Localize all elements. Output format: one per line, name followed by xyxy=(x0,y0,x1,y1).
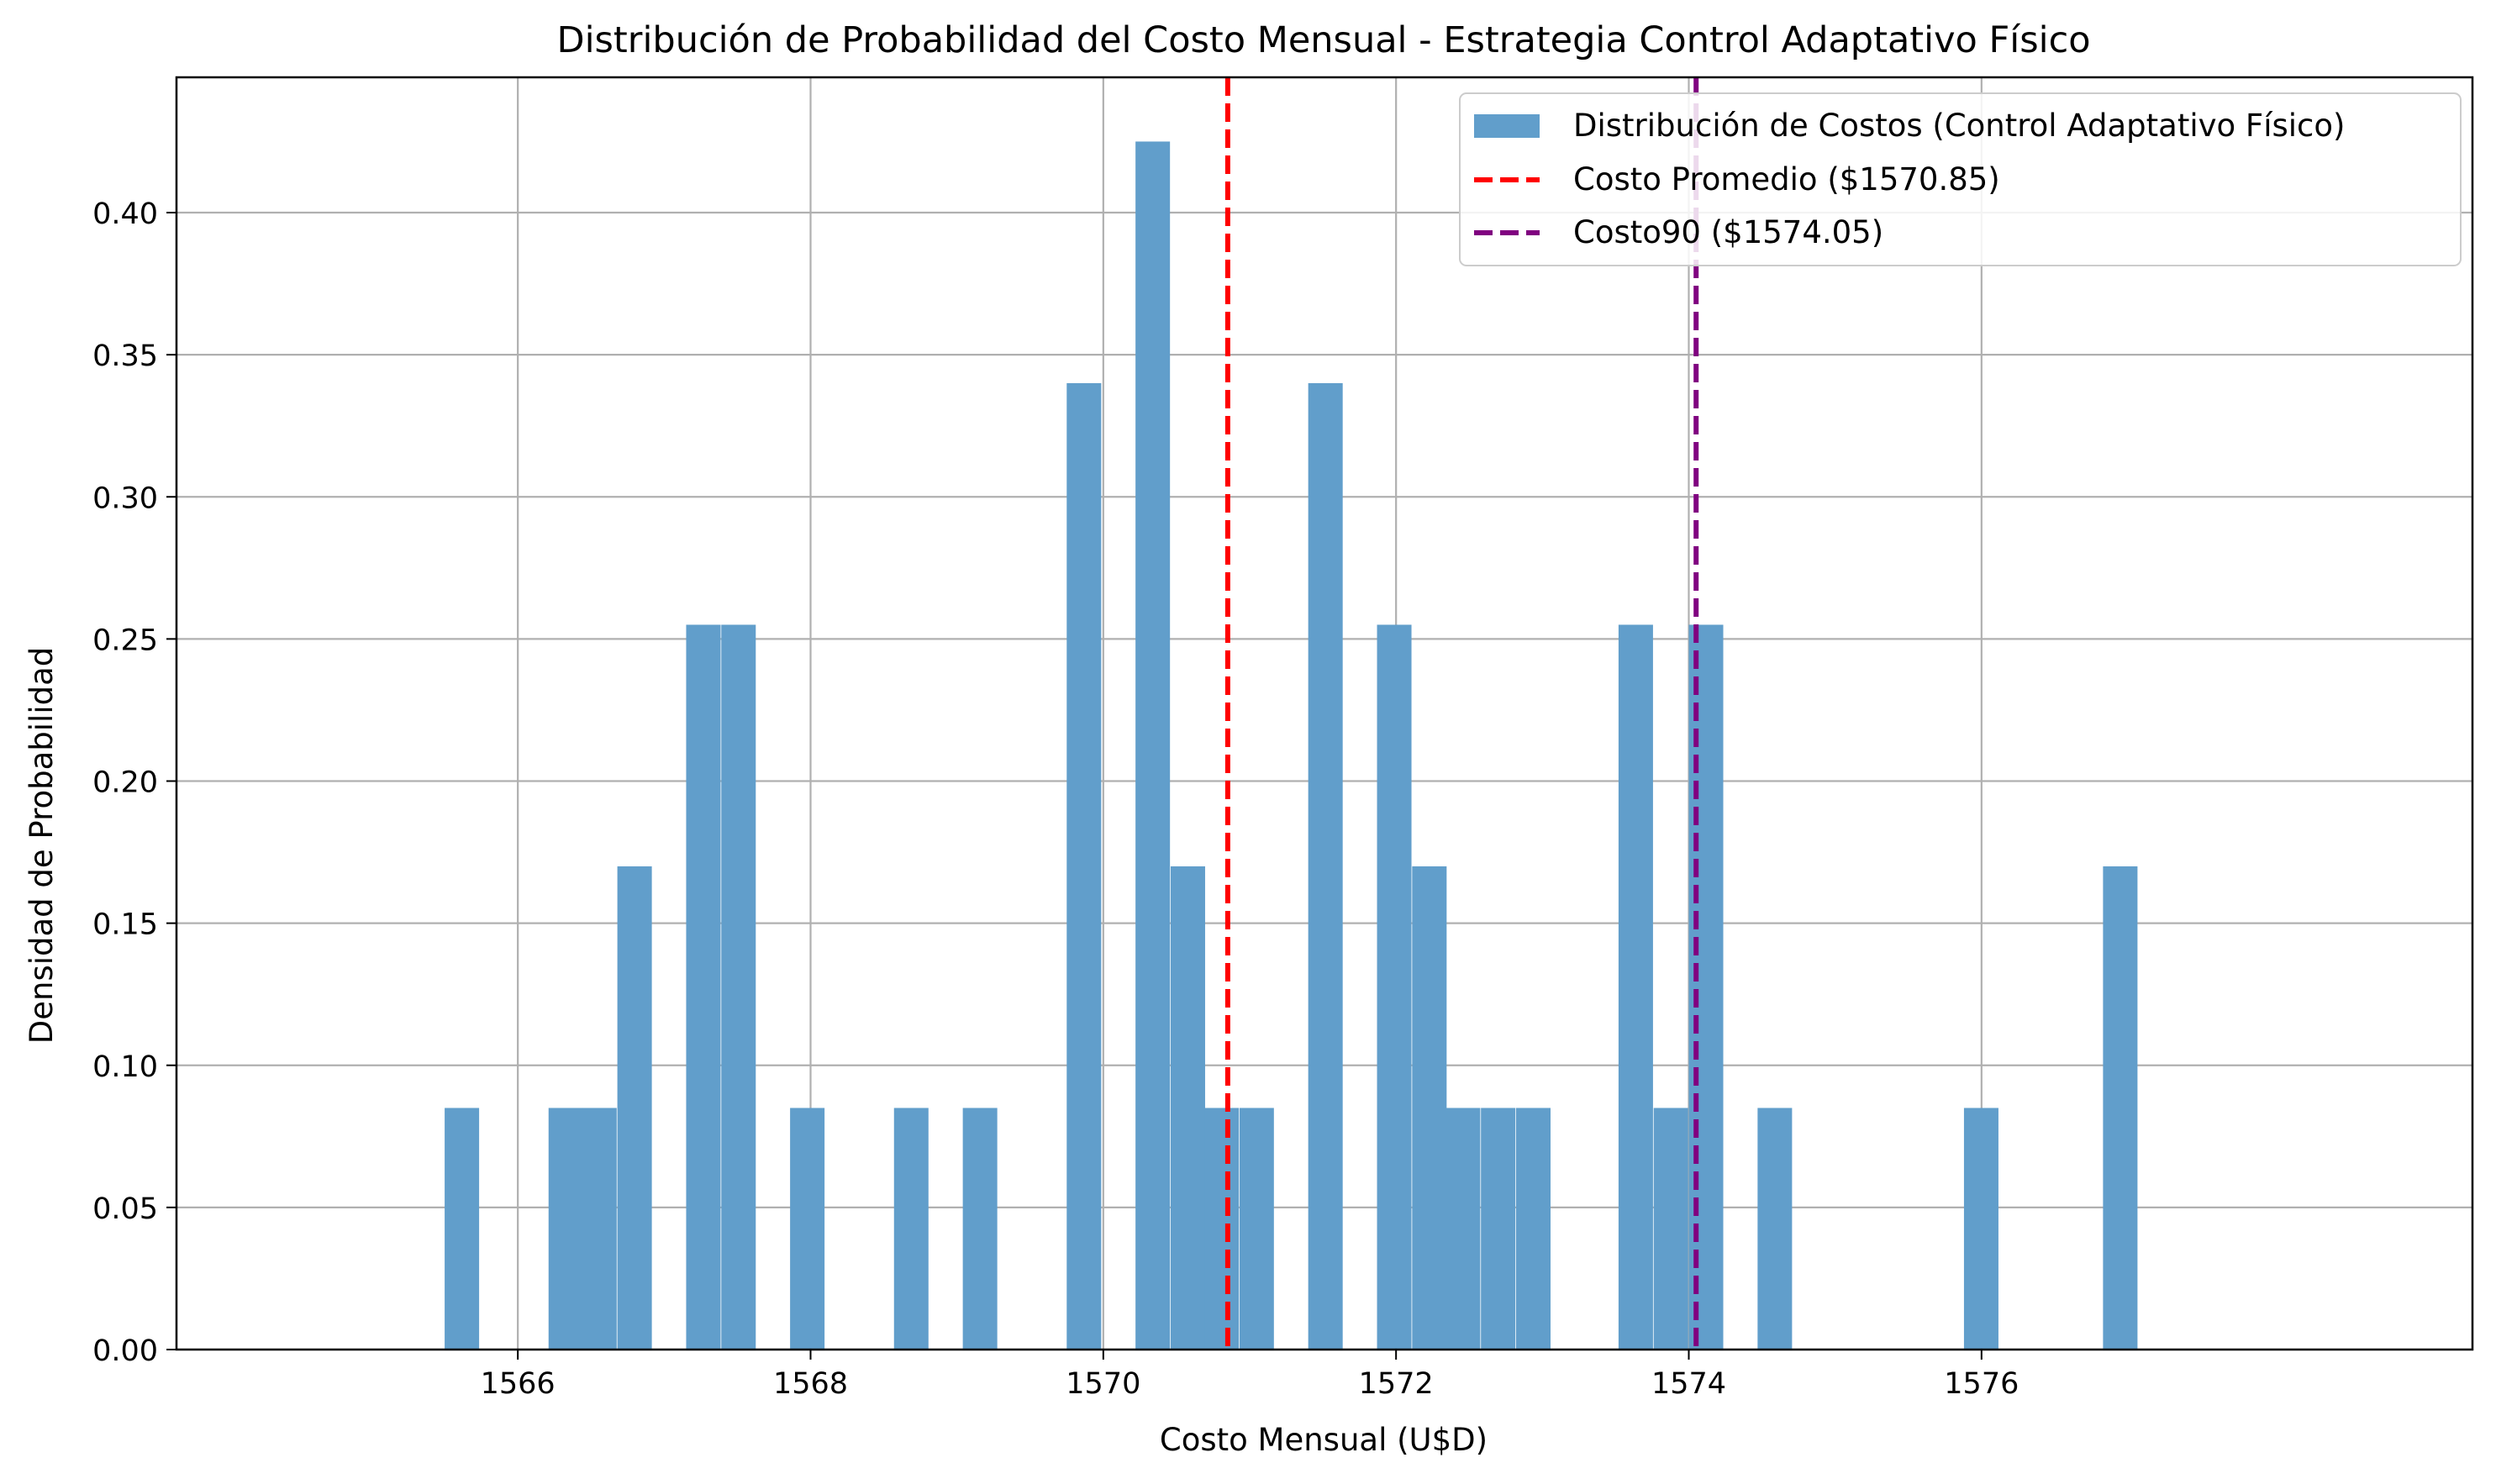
histogram-bar xyxy=(1515,1108,1551,1350)
legend-label: Distribución de Costos (Control Adaptati… xyxy=(1573,108,2345,144)
histogram-bar xyxy=(617,866,652,1350)
histogram-bar xyxy=(686,624,721,1350)
x-tick-label: 1576 xyxy=(1944,1367,2019,1401)
x-tick-label: 1566 xyxy=(481,1367,556,1401)
y-tick-label: 0.20 xyxy=(92,766,158,800)
y-tick-label: 0.30 xyxy=(92,482,158,515)
histogram-bar xyxy=(962,1108,998,1350)
legend-box xyxy=(1459,92,2462,266)
legend-swatch-bar xyxy=(1474,114,1540,138)
y-tick-label: 0.40 xyxy=(92,197,158,231)
x-tick-label: 1570 xyxy=(1066,1367,1140,1401)
y-tick-label: 0.15 xyxy=(92,908,158,942)
histogram-bar xyxy=(1066,382,1102,1350)
plot-area: 1566 1568 1570 1572 1574 1576 0.00 0.05 0.10 0.15… xyxy=(92,76,2474,1401)
histogram-bar xyxy=(790,1108,825,1350)
x-tick-label: 1574 xyxy=(1651,1367,1726,1401)
y-tick-label: 0.35 xyxy=(92,339,158,373)
y-tick-label: 0.05 xyxy=(92,1192,158,1226)
histogram-bar xyxy=(893,1108,929,1350)
histogram-bar xyxy=(1135,141,1171,1350)
legend-label: Costo Promedio ($1570.85) xyxy=(1573,161,2000,197)
histogram-bar xyxy=(1481,1108,1516,1350)
x-tick-label: 1568 xyxy=(773,1367,848,1401)
histogram-bar xyxy=(1308,382,1343,1350)
histogram-bar xyxy=(548,1108,583,1350)
histogram-bar xyxy=(1618,624,1653,1350)
histogram-bar xyxy=(1963,1108,1998,1350)
histogram-bar xyxy=(1377,624,1412,1350)
histogram-bar xyxy=(1204,1108,1240,1350)
legend-label: Costo90 ($1574.05) xyxy=(1573,214,1883,250)
y-axis-label: Densidad de Probabilidad xyxy=(24,647,60,1045)
histogram-bar xyxy=(1445,1108,1481,1350)
x-tick-label: 1572 xyxy=(1359,1367,1434,1401)
histogram-bar xyxy=(582,1108,617,1350)
legend: Distribución de Costos (Control Adaptati… xyxy=(1459,92,2462,266)
plot-frame xyxy=(175,76,2474,1351)
histogram-bar xyxy=(445,1108,480,1350)
histogram-bar xyxy=(1239,1108,1274,1350)
histogram-bar xyxy=(1170,866,1205,1350)
y-tick-label: 0.10 xyxy=(92,1050,158,1084)
histogram-bar xyxy=(1757,1108,1793,1350)
histogram-bar xyxy=(2103,866,2138,1350)
histogram-bar xyxy=(721,624,756,1350)
histogram-bar xyxy=(1653,1108,1688,1350)
histogram-bar xyxy=(1412,866,1447,1350)
y-tick-label: 0.25 xyxy=(92,624,158,657)
chart-title: Distribución de Probabilidad del Costo M… xyxy=(556,19,2090,61)
y-tick-label: 0.00 xyxy=(92,1334,158,1368)
x-axis-label: Costo Mensual (U$D) xyxy=(1160,1422,1488,1458)
